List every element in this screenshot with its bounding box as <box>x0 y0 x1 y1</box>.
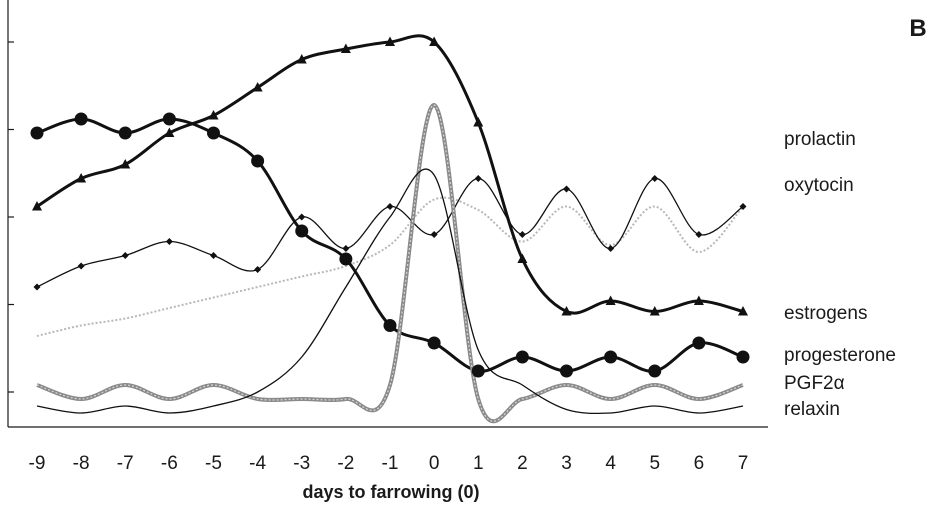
marker-progesterone <box>118 126 132 140</box>
marker-estrogens <box>693 295 704 305</box>
marker-estrogens <box>517 253 528 263</box>
series-lines <box>36 34 744 424</box>
marker-progesterone <box>295 224 309 238</box>
x-tick-label: 0 <box>429 453 440 474</box>
x-tick-label: 4 <box>605 453 616 474</box>
series-line-progesterone <box>36 117 744 373</box>
series-line-oxytocin <box>36 177 744 288</box>
x-tick-label: -4 <box>249 453 266 474</box>
marker-oxytocin <box>430 231 438 238</box>
marker-estrogens <box>605 295 616 305</box>
series-labels: prolactin oxytocin estrogens progesterone PG… <box>784 129 896 420</box>
x-tick-label: -8 <box>73 453 90 474</box>
marker-progesterone <box>251 154 265 168</box>
series-label-progesterone: progesterone <box>784 345 896 366</box>
x-tick-label: 6 <box>694 453 705 474</box>
marker-oxytocin <box>298 213 306 221</box>
marker-estrogens <box>738 306 748 316</box>
x-tick-label: -3 <box>293 453 310 474</box>
marker-progesterone <box>560 364 573 378</box>
marker-estrogens <box>385 36 395 46</box>
marker-estrogens <box>76 173 87 183</box>
series-label-relaxin: relaxin <box>784 399 840 420</box>
marker-estrogens <box>473 117 484 127</box>
marker-progesterone <box>515 350 529 364</box>
marker-oxytocin <box>342 245 350 252</box>
series-line-prolactin <box>36 196 744 337</box>
marker-oxytocin <box>518 231 526 238</box>
marker-estrogens <box>164 127 175 137</box>
x-tick-label: 2 <box>517 453 528 474</box>
x-tick-label: 1 <box>473 453 484 474</box>
marker-estrogens <box>208 110 219 120</box>
marker-progesterone <box>471 364 485 378</box>
series-label-prolactin: prolactin <box>784 129 856 150</box>
marker-progesterone <box>692 336 706 350</box>
marker-oxytocin <box>33 283 41 291</box>
marker-estrogens <box>120 159 131 169</box>
marker-progesterone <box>383 319 397 332</box>
marker-progesterone <box>339 252 353 266</box>
series-line-pgf2-inner <box>36 104 744 422</box>
x-tick-label: 5 <box>649 453 660 474</box>
x-tick-label: -5 <box>205 453 222 474</box>
x-tick-label: -7 <box>117 453 134 474</box>
marker-progesterone <box>162 112 176 126</box>
panel-label: B <box>909 15 926 42</box>
marker-oxytocin <box>77 262 85 270</box>
axes <box>7 0 768 428</box>
x-tick-label: -9 <box>29 453 46 474</box>
x-tick-label: 3 <box>561 453 572 474</box>
marker-oxytocin <box>739 203 747 210</box>
marker-oxytocin <box>474 175 482 182</box>
series-line-relaxin <box>36 168 744 415</box>
marker-estrogens <box>252 82 263 92</box>
marker-progesterone <box>648 364 662 378</box>
marker-progesterone <box>207 126 220 140</box>
marker-progesterone <box>604 350 618 364</box>
series-label-pgf2: PGF2α <box>784 373 845 394</box>
marker-oxytocin <box>121 252 129 259</box>
marker-oxytocin <box>695 231 703 238</box>
marker-estrogens <box>561 306 572 316</box>
marker-oxytocin <box>386 203 394 210</box>
series-label-estrogens: estrogens <box>784 303 867 324</box>
marker-estrogens <box>296 54 307 64</box>
x-tick-label: -1 <box>382 453 399 474</box>
marker-estrogens <box>649 306 660 316</box>
marker-estrogens <box>429 36 440 46</box>
marker-oxytocin <box>165 238 173 245</box>
x-axis-title: days to farrowing (0) <box>302 482 479 502</box>
marker-progesterone <box>427 336 441 350</box>
marker-estrogens <box>340 43 351 53</box>
series-line-estrogens <box>36 34 744 315</box>
series-label-oxytocin: oxytocin <box>784 175 854 196</box>
marker-progesterone <box>74 112 88 126</box>
x-tick-label: -6 <box>161 453 178 474</box>
marker-progesterone <box>736 350 750 364</box>
marker-oxytocin <box>607 245 615 252</box>
marker-progesterone <box>30 126 44 140</box>
x-tick-label: 7 <box>738 453 749 474</box>
marker-oxytocin <box>254 266 262 273</box>
marker-oxytocin <box>651 175 659 182</box>
marker-oxytocin <box>563 185 570 193</box>
x-tick-label: -2 <box>337 453 354 474</box>
tick-labels: -9 -8 -7 -6 -5 -4 -3 -2 -1 0 1 2 3 4 5 6 7 <box>29 453 749 474</box>
marker-estrogens <box>32 201 42 211</box>
marker-oxytocin <box>210 252 217 259</box>
series-markers <box>30 36 750 378</box>
